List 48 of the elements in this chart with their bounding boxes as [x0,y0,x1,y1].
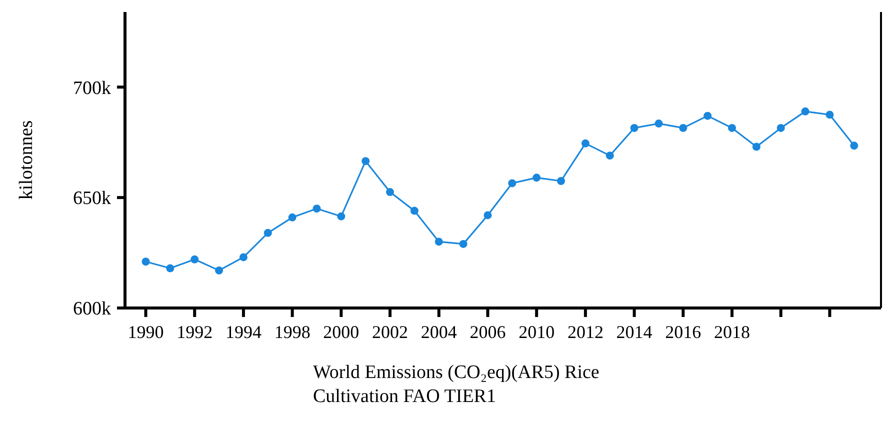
point [312,204,321,213]
x-tick-label: 2018 [714,322,750,342]
x-tick-label: 2002 [372,322,408,342]
point [801,107,810,116]
point [484,211,492,220]
x-tick-label: 1990 [128,322,164,342]
x-tick-label: 2000 [323,322,360,342]
point [215,266,224,274]
x-tick-label: 2004 [420,322,457,342]
point [239,253,248,262]
x-tick-label: 1994 [225,322,262,342]
point [337,212,346,220]
point [850,142,858,150]
y-tick-label: 700k [73,78,112,99]
point [581,139,590,148]
x-axis-title: World Emissions (CO₂eq)(AR5) Rice Cultivation FAO TIER1 [313,362,600,407]
point [288,213,296,222]
x-tick-label: 1998 [274,322,310,342]
point [776,124,785,132]
point [410,206,418,215]
y-tick-label: 600k [73,298,112,320]
point [362,157,370,166]
point [190,255,199,264]
point [459,240,468,248]
point [166,264,174,272]
point [142,258,150,266]
y-tick-label: 650k [73,188,112,210]
point [704,112,712,120]
point [826,110,834,119]
x-tick-label: 2014 [616,322,652,342]
point [434,238,443,246]
point [386,188,394,196]
point [532,174,541,182]
point [606,152,614,160]
point [728,124,736,132]
point [752,142,760,151]
point [508,179,516,188]
x-tick-label: 1992 [176,322,213,342]
y-axis-title: kilotonnes [16,120,37,200]
point [679,124,688,132]
point [557,176,566,185]
point [630,124,638,132]
x-tick-label: 2010 [518,322,555,342]
point [654,120,663,128]
x-tick-label: 2012 [567,322,604,342]
point [264,228,272,237]
x-tick-label: 2016 [665,322,702,342]
x-tick-label: 2006 [470,322,506,342]
